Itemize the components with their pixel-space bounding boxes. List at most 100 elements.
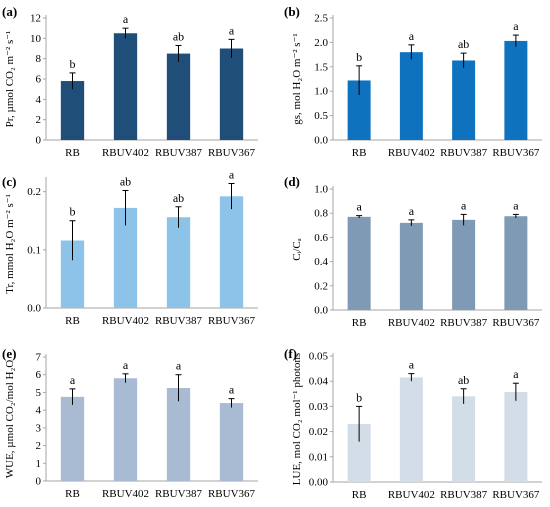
y-tick-label: 0.02 <box>309 426 328 438</box>
x-tick-label: RBUV402 <box>388 147 435 159</box>
x-tick-label: RBUV367 <box>492 489 540 501</box>
y-tick-label: 0.1 <box>27 244 41 256</box>
bar-RBUV402 <box>399 222 423 310</box>
panel-label: (d) <box>284 174 300 189</box>
panel-label: (b) <box>284 4 300 19</box>
y-tick-label: 0.03 <box>309 401 329 413</box>
y-tick-label: 10 <box>30 33 42 45</box>
significance-letter: a <box>123 12 129 26</box>
significance-letter: ab <box>173 29 184 43</box>
x-tick-label: RB <box>65 315 80 327</box>
significance-letter: a <box>409 204 415 218</box>
significance-letter: b <box>356 50 362 64</box>
bar-RBUV387 <box>166 388 191 481</box>
y-tick-label: 2 <box>36 114 42 126</box>
significance-letter: ab <box>458 37 469 51</box>
y-tick-label: 7 <box>36 352 42 364</box>
bar-RBUV367 <box>219 48 244 140</box>
bar-RB <box>347 80 371 140</box>
x-tick-label: RBUV367 <box>208 147 256 159</box>
x-tick-label: RBUV387 <box>155 315 203 327</box>
y-axis-label: Tr, mmol H₂O m⁻² s⁻¹ <box>4 194 16 294</box>
panel-label: (e) <box>2 346 16 361</box>
x-tick-label: RBUV367 <box>492 317 540 329</box>
chart-panel-4: (e)WUE, µmol CO₂/mol H₂O 0 1 2 3 4 5 6 7 a RB a RBUV… <box>2 346 258 500</box>
x-tick-label: RBUV402 <box>388 317 435 329</box>
y-tick-label: 0.01 <box>309 451 328 463</box>
y-tick-label: 2 <box>36 440 42 452</box>
significance-letter: a <box>513 198 519 212</box>
y-axis-label: LUE, mol CO₂ mol⁻¹ photons <box>291 353 303 485</box>
bar-RBUV367 <box>219 403 244 481</box>
significance-letter: a <box>356 200 362 214</box>
significance-letter: a <box>123 358 129 372</box>
bar-RB <box>347 216 371 310</box>
significance-letter: b <box>356 390 362 404</box>
significance-letter: a <box>409 29 415 43</box>
x-tick-label: RBUV402 <box>102 147 149 159</box>
x-tick-label: RBUV387 <box>440 317 488 329</box>
panel-label: (f) <box>284 346 297 361</box>
bar-RBUV402 <box>113 33 138 140</box>
y-tick-label: 0.00 <box>309 477 329 489</box>
significance-letter: b <box>70 205 76 219</box>
bar-RBUV367 <box>504 392 528 482</box>
bar-RB <box>60 240 85 308</box>
y-tick-label: 1 <box>36 458 42 470</box>
x-tick-label: RBUV402 <box>388 489 435 501</box>
chart-panel-2: (c) Tr, mmol H₂O m⁻² s⁻¹ 0.0 0.1 0.2 b RB ab RBU… <box>2 167 258 327</box>
x-tick-label: RB <box>352 489 367 501</box>
y-tick-label: 0.2 <box>314 280 328 292</box>
y-tick-label: 4 <box>36 405 42 417</box>
y-tick-label: 0.0 <box>314 135 328 147</box>
y-tick-label: 8 <box>36 53 42 65</box>
significance-letter: a <box>409 358 415 372</box>
bar-RBUV367 <box>219 196 244 308</box>
significance-letter: ab <box>458 373 469 387</box>
y-tick-label: 0.0 <box>314 305 328 317</box>
y-tick-label: 1.5 <box>314 61 328 73</box>
y-tick-label: 0.05 <box>309 351 329 363</box>
y-tick-label: 0.2 <box>27 186 41 198</box>
x-tick-label: RBUV367 <box>208 315 256 327</box>
significance-letter: ab <box>173 191 184 205</box>
chart-panel-0: (a) Pr, µmol CO₂ m⁻² s⁻¹ 0 2 4 6 8 10 12 b RB a RBUV… <box>2 4 258 159</box>
x-tick-label: RBUV387 <box>155 147 203 159</box>
x-tick-label: RBUV367 <box>208 488 256 500</box>
y-axis-label: Pr, µmol CO₂ m⁻² s⁻¹ <box>4 31 16 128</box>
bar-RBUV402 <box>399 52 423 140</box>
y-axis-label: WUE, µmol CO₂/mol H₂O <box>4 360 16 479</box>
bar-RBUV367 <box>504 216 528 310</box>
x-tick-label: RB <box>65 147 80 159</box>
bar-RBUV402 <box>113 378 138 481</box>
panel-label: (a) <box>2 4 17 19</box>
significance-letter: ab <box>120 174 131 188</box>
y-tick-label: 0.0 <box>27 303 41 315</box>
significance-letter: a <box>513 19 519 33</box>
x-tick-label: RBUV402 <box>102 488 149 500</box>
chart-panel-1: (b) gs, mol H₂O m⁻² s⁻¹ 0.0 0.5 1.0 1.5 2.0 2.5… <box>284 4 542 159</box>
bar-RBUV402 <box>113 207 138 308</box>
bar-RBUV387 <box>166 53 191 141</box>
x-tick-label: RB <box>352 317 367 329</box>
bar-RB <box>60 81 85 140</box>
y-tick-label: 0.04 <box>309 376 329 388</box>
significance-letter: a <box>229 23 235 37</box>
y-tick-label: 3 <box>36 422 42 434</box>
bar-RBUV402 <box>399 377 423 482</box>
y-tick-label: 2.5 <box>314 13 328 25</box>
y-tick-label: 1.0 <box>314 86 328 98</box>
significance-letter: a <box>229 383 235 397</box>
panel-label: (c) <box>2 174 16 189</box>
bar-RBUV387 <box>166 217 191 308</box>
x-tick-label: RBUV402 <box>102 315 149 327</box>
bar-RB <box>60 396 85 481</box>
x-tick-label: RBUV387 <box>440 147 488 159</box>
significance-letter: a <box>176 359 182 373</box>
y-tick-label: 12 <box>30 13 41 25</box>
x-tick-label: RB <box>65 488 80 500</box>
x-tick-label: RBUV387 <box>155 488 203 500</box>
x-tick-label: RBUV387 <box>440 489 488 501</box>
y-axis-label: Cᵢ/Cₐ <box>291 238 303 261</box>
